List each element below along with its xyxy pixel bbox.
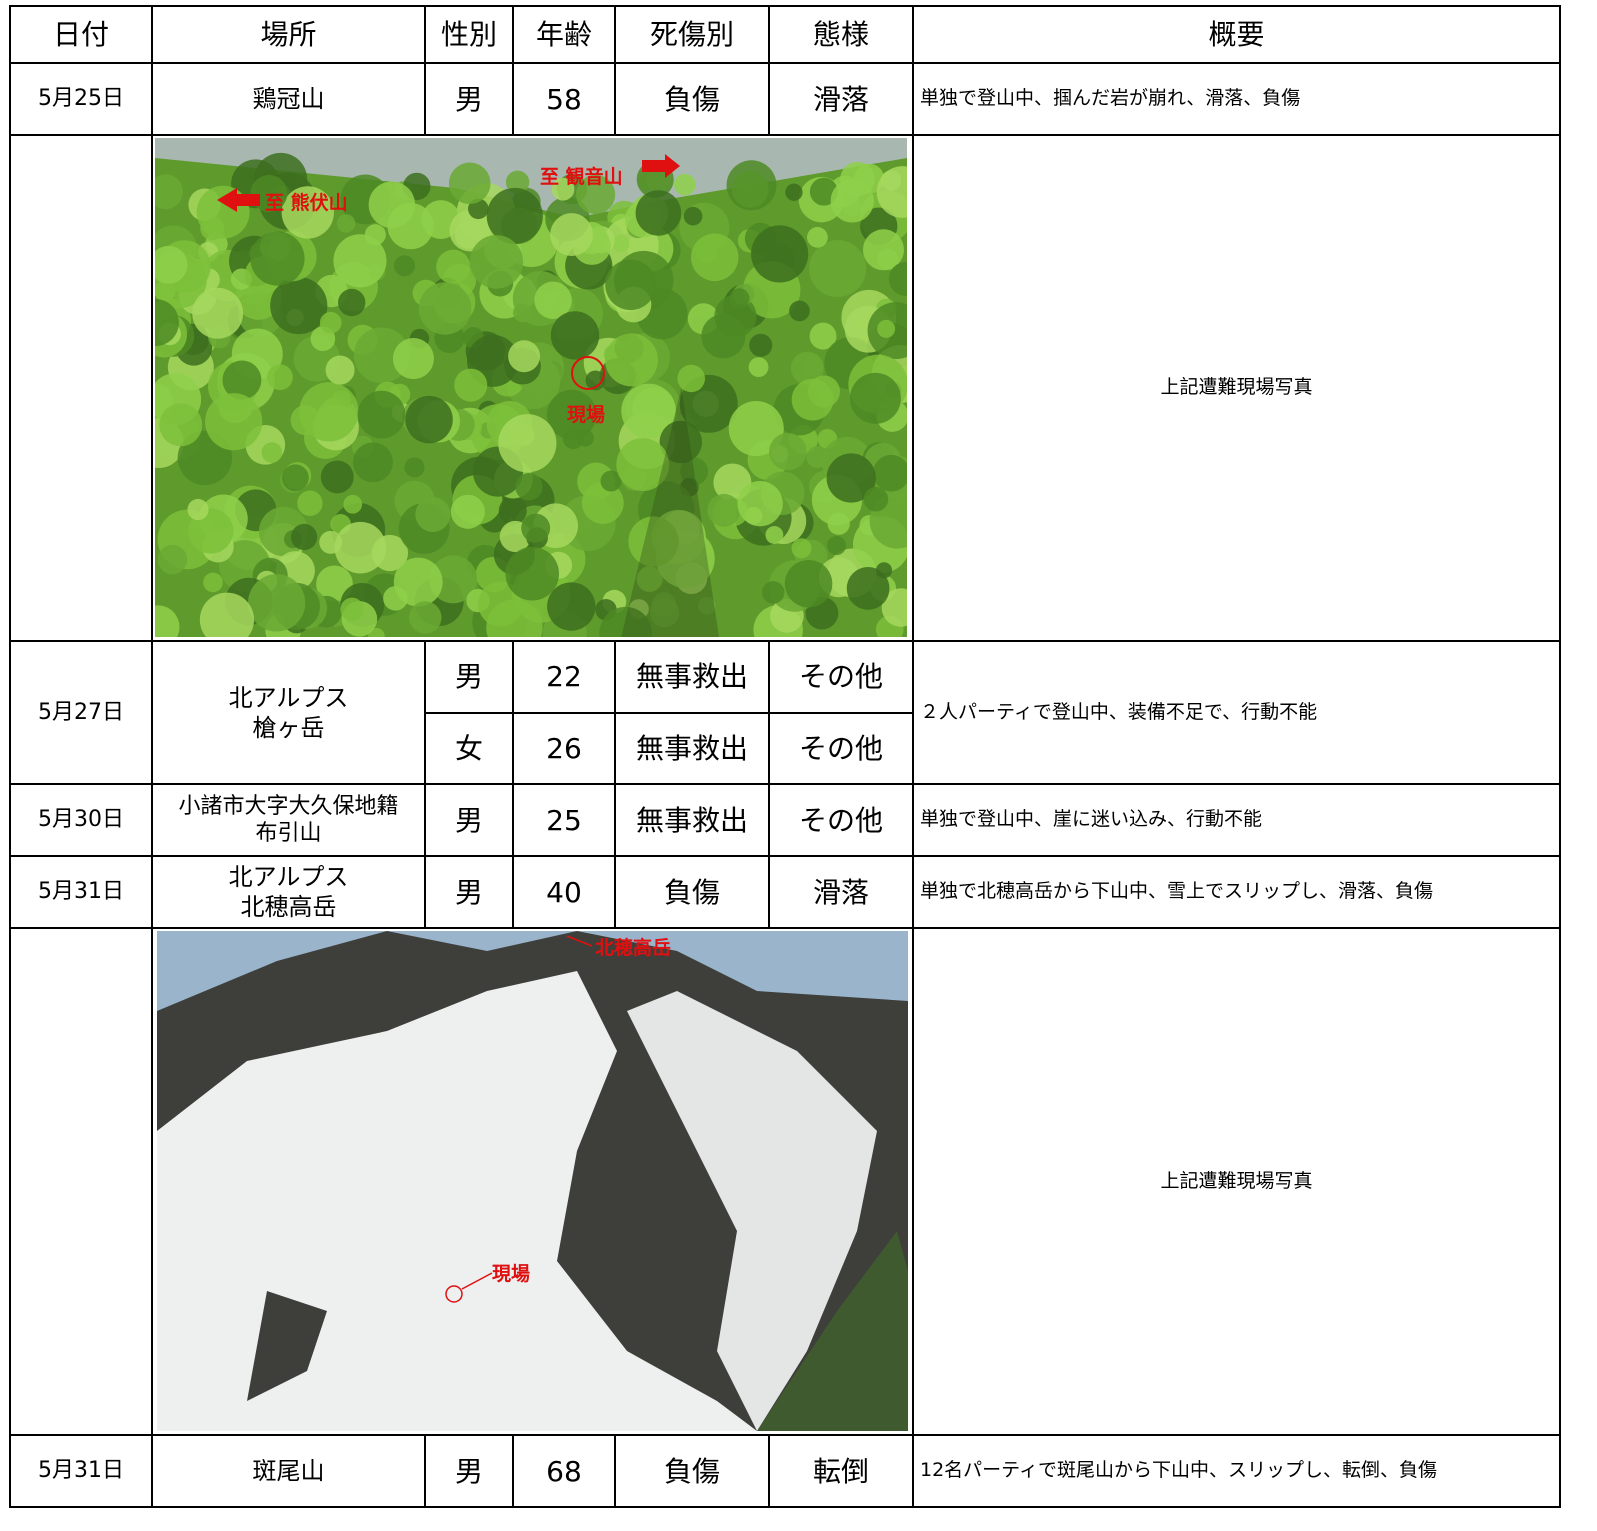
mode: その他 <box>768 711 914 785</box>
mode: その他 <box>768 783 914 857</box>
status: 無事救出 <box>614 640 770 714</box>
status: 無事救出 <box>614 783 770 857</box>
date: 5月30日 <box>9 783 153 857</box>
place: 北アルプス 北穂高岳 <box>151 855 426 929</box>
header-age: 年齢 <box>512 5 616 64</box>
scene-photo <box>155 138 907 637</box>
date: 5月31日 <box>9 855 153 929</box>
date: 5月31日 <box>9 1434 153 1508</box>
mode: 滑落 <box>768 62 914 136</box>
sex: 男 <box>424 62 514 136</box>
mode: 滑落 <box>768 855 914 929</box>
date: 5月25日 <box>9 62 153 136</box>
sex: 男 <box>424 1434 514 1508</box>
status: 負傷 <box>614 855 770 929</box>
sex: 男 <box>424 783 514 857</box>
date: 5月27日 <box>9 640 153 785</box>
header-mode: 態様 <box>768 5 914 64</box>
status: 負傷 <box>614 1434 770 1508</box>
header-place: 場所 <box>151 5 426 64</box>
place: 鶏冠山 <box>151 62 426 136</box>
summary: 上記遭難現場写真 <box>912 134 1561 642</box>
summary: 単独で登山中、崖に迷い込み、行動不能 <box>912 783 1561 857</box>
age: 25 <box>512 783 616 857</box>
summary: 単独で登山中、掴んだ岩が崩れ、滑落、負傷 <box>912 62 1561 136</box>
date-cell-empty <box>9 134 153 642</box>
header-date: 日付 <box>9 5 153 64</box>
age: 40 <box>512 855 616 929</box>
photo-label: 現場 <box>492 1263 531 1285</box>
age: 22 <box>512 640 616 714</box>
header-sex: 性別 <box>424 5 514 64</box>
status: 負傷 <box>614 62 770 136</box>
sex: 女 <box>424 711 514 785</box>
place: 北アルプス 槍ヶ岳 <box>151 640 426 785</box>
sex: 男 <box>424 640 514 714</box>
summary: 単独で北穂高岳から下山中、雪上でスリップし、滑落、負傷 <box>912 855 1561 929</box>
status: 無事救出 <box>614 711 770 785</box>
scene-photo <box>157 931 908 1431</box>
summary: 12名パーティで斑尾山から下山中、スリップし、転倒、負傷 <box>912 1434 1561 1508</box>
mode: その他 <box>768 640 914 714</box>
header-summary: 概要 <box>912 5 1561 64</box>
photo-label: 北穂高岳 <box>595 937 672 959</box>
summary: ２人パーティで登山中、装備不足で、行動不能 <box>912 640 1561 785</box>
date-cell-empty <box>9 927 153 1436</box>
age: 26 <box>512 711 616 785</box>
photo-label: 至 熊伏山 <box>265 192 348 214</box>
age: 68 <box>512 1434 616 1508</box>
photo-label: 至 観音山 <box>540 166 623 188</box>
place: 斑尾山 <box>151 1434 426 1508</box>
photo-label: 現場 <box>567 404 606 426</box>
header-status: 死傷別 <box>614 5 770 64</box>
summary: 上記遭難現場写真 <box>912 927 1561 1436</box>
mode: 転倒 <box>768 1434 914 1508</box>
sex: 男 <box>424 855 514 929</box>
age: 58 <box>512 62 616 136</box>
place: 小諸市大字大久保地籍 布引山 <box>151 783 426 857</box>
